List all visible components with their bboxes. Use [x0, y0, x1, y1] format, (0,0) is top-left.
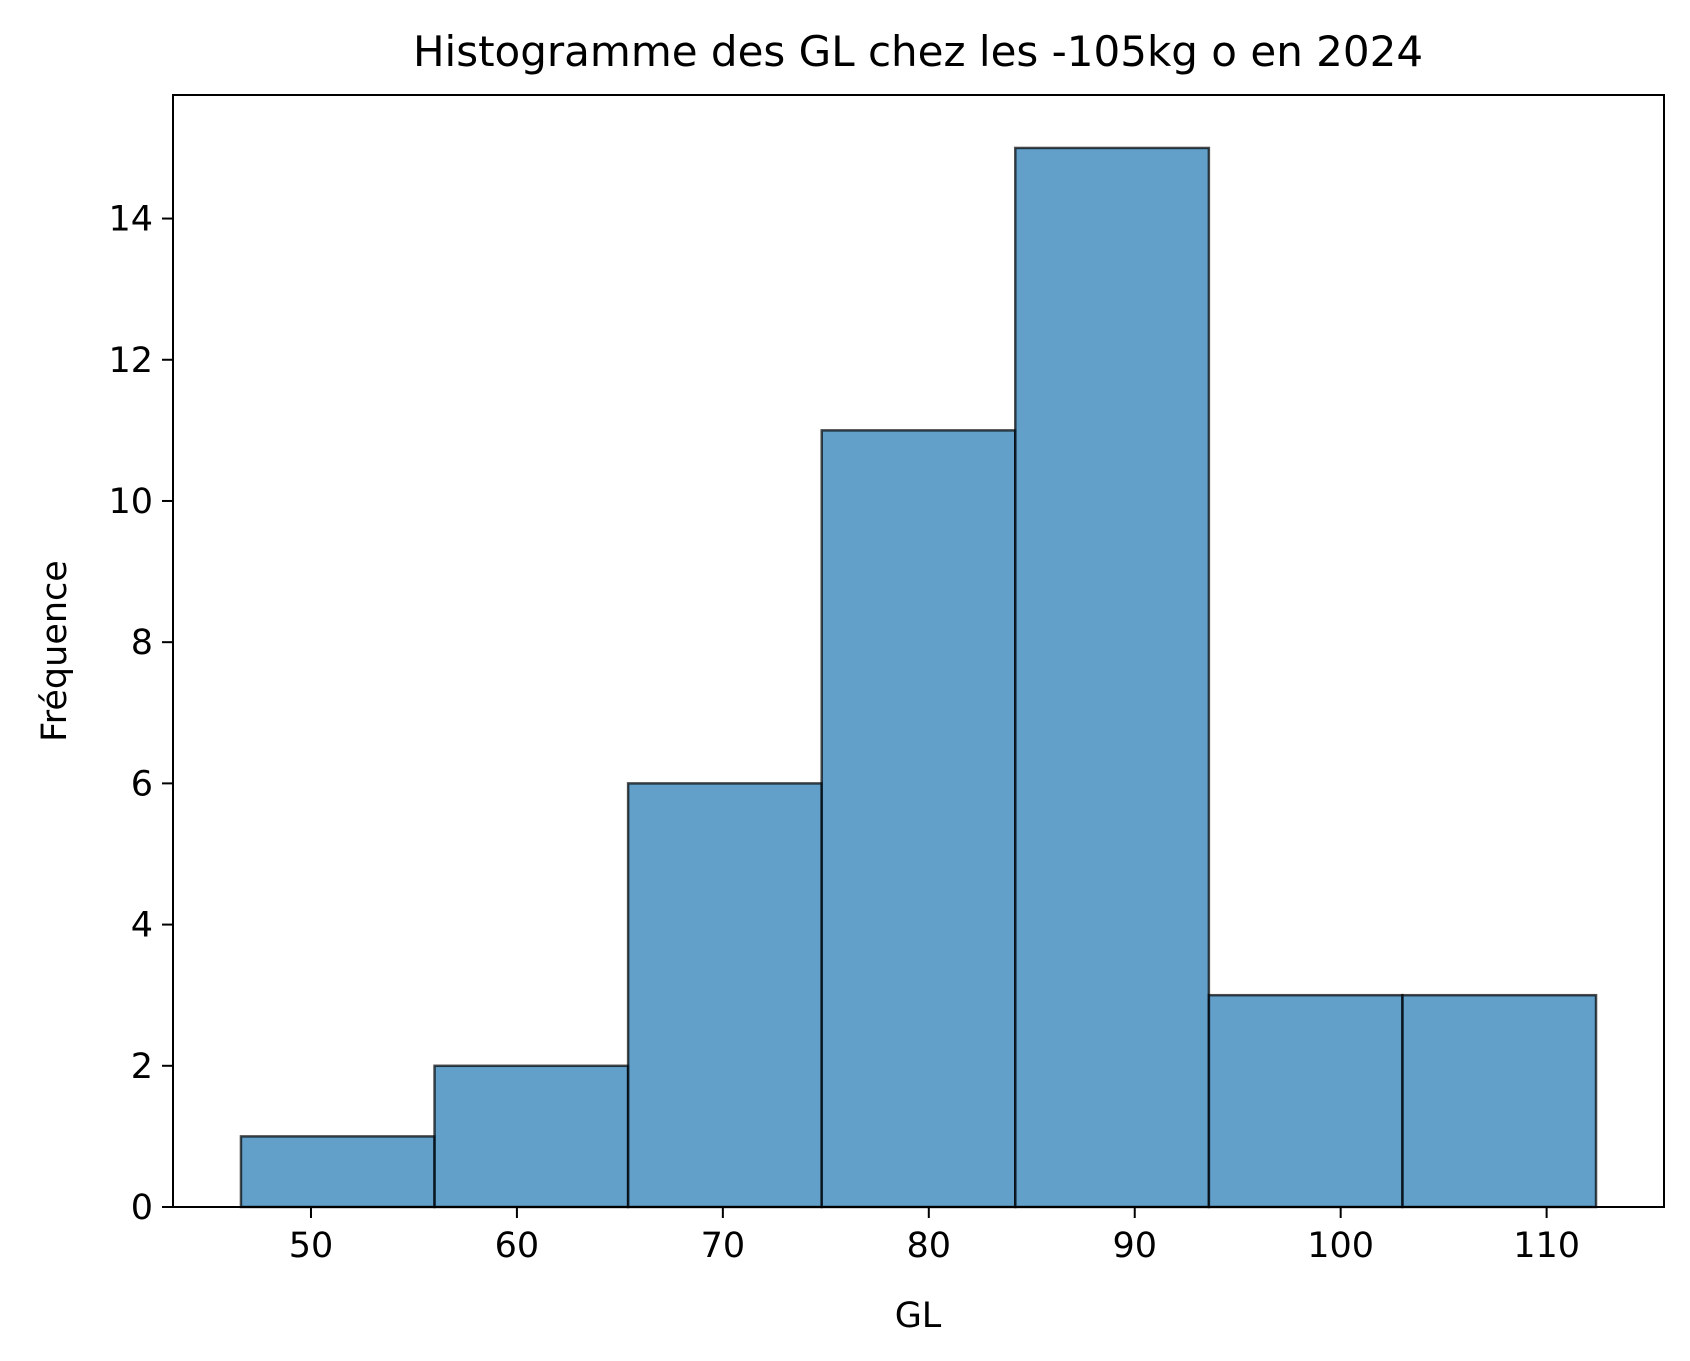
plot-frame — [172, 94, 1665, 1208]
y-tick-label: 0 — [131, 1188, 153, 1228]
y-axis-ticks: 0 2 4 6 8 10 12 14 — [108, 200, 173, 1228]
x-tick-label: 80 — [907, 1226, 952, 1266]
histogram-bar-1 — [239, 1135, 436, 1209]
x-tick-label: 50 — [289, 1226, 334, 1266]
y-tick-label: 2 — [131, 1047, 153, 1087]
x-tick-label: 60 — [495, 1226, 540, 1266]
y-axis-label: Fréquence — [35, 560, 75, 742]
histogram-bar-4 — [820, 429, 1017, 1209]
y-tick-label: 4 — [131, 906, 153, 946]
y-tick-label: 8 — [131, 623, 153, 663]
histogram-bars — [239, 146, 1598, 1209]
x-tick-label: 90 — [1112, 1226, 1157, 1266]
y-tick-label: 6 — [131, 764, 153, 804]
x-axis-ticks: 50 60 70 80 90 100 110 — [289, 1207, 1580, 1266]
y-tick-label: 12 — [108, 341, 153, 381]
histogram-bar-5 — [1014, 146, 1211, 1209]
histogram-bar-7 — [1401, 993, 1598, 1209]
histogram-bar-6 — [1207, 993, 1404, 1209]
x-tick-label: 110 — [1513, 1226, 1580, 1266]
histogram-bar-2 — [433, 1064, 630, 1209]
x-axis-label: GL — [895, 1296, 942, 1336]
histogram-bar-3 — [626, 782, 823, 1209]
chart-title: Histogramme des GL chez les -105kg o en … — [413, 27, 1423, 76]
x-tick-label: 70 — [701, 1226, 746, 1266]
y-tick-label: 14 — [108, 200, 153, 240]
y-tick-label: 10 — [108, 482, 153, 522]
x-tick-label: 100 — [1307, 1226, 1374, 1266]
